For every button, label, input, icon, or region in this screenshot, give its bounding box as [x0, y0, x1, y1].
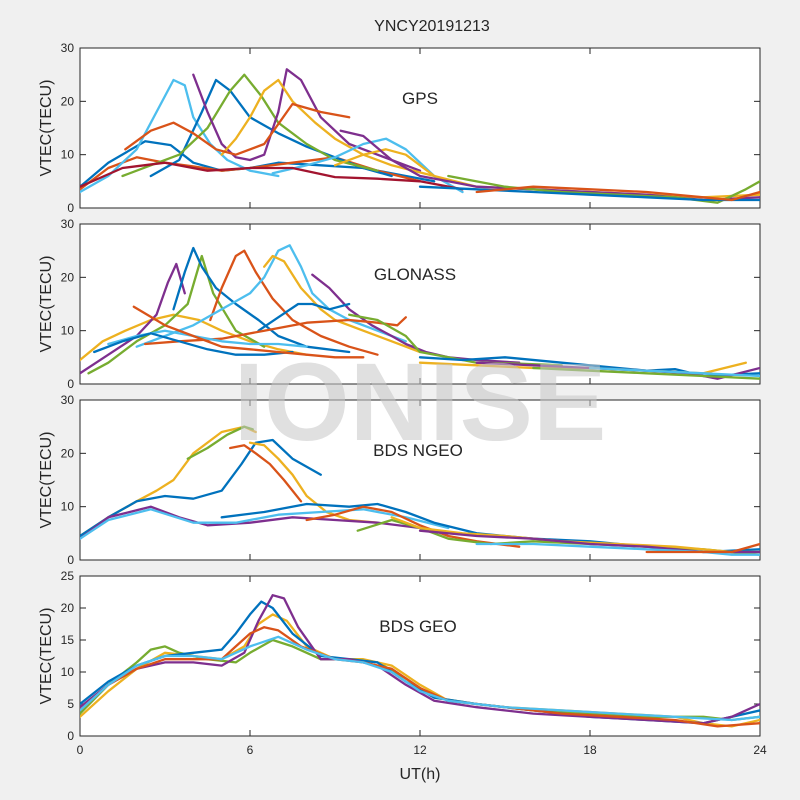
- y-tick-label: 10: [61, 500, 75, 514]
- series-line: [532, 366, 760, 380]
- x-tick-label: 24: [753, 743, 767, 757]
- series-line: [311, 273, 521, 364]
- y-tick-label: 5: [67, 697, 74, 711]
- chart-panels: 0 10 20 30 GPS VTEC(TECU) 0 10 20 30 GLONASS VTEC(T…: [38, 41, 767, 757]
- series-line: [229, 444, 303, 503]
- series-line: [80, 78, 280, 194]
- series-line: [80, 635, 760, 722]
- x-axis-label: UT(h): [400, 766, 441, 783]
- y-tick-label: 20: [61, 601, 75, 615]
- series-line: [80, 313, 308, 362]
- series-group: [80, 425, 760, 556]
- series-group: [80, 68, 760, 204]
- series-line: [80, 505, 422, 540]
- y-tick-label: 0: [67, 553, 74, 567]
- y-tick-label: 30: [61, 393, 75, 407]
- series-line: [588, 366, 760, 378]
- series-line: [192, 68, 422, 172]
- series-line: [80, 262, 186, 375]
- y-tick-label: 0: [67, 729, 74, 743]
- figure-title: YNCY20191213: [374, 18, 490, 35]
- y-axis-label: VTEC(TECU): [38, 432, 55, 529]
- y-tick-label: 30: [61, 217, 75, 231]
- series-line: [80, 594, 760, 725]
- panel-bds-ngeo: 0 10 20 30 BDS NGEO VTEC(TECU): [38, 393, 761, 567]
- series-line: [475, 542, 760, 556]
- series-line: [172, 246, 351, 354]
- panel-label: BDS NGEO: [373, 441, 463, 460]
- x-tick-label: 0: [77, 743, 84, 757]
- series-line: [80, 508, 450, 540]
- series-line: [186, 425, 254, 460]
- series-line: [248, 441, 379, 524]
- series-line: [209, 249, 379, 356]
- series-line: [305, 505, 521, 548]
- y-tick-label: 20: [61, 94, 75, 108]
- series-line: [80, 438, 322, 538]
- y-tick-label: 10: [61, 148, 75, 162]
- panel-label: BDS GEO: [379, 617, 456, 636]
- series-line: [124, 102, 351, 156]
- x-tick-label: 18: [583, 743, 597, 757]
- plot-area: [79, 399, 761, 561]
- y-axis-label: VTEC(TECU): [38, 80, 55, 177]
- series-line: [135, 244, 407, 348]
- series-group: [80, 244, 760, 380]
- series-line: [80, 161, 464, 191]
- series-group: [80, 594, 760, 728]
- panel-bds-geo: 0 5 10 15 20 25 0 6 12 18 24 BDS GEO VTEC(TECU): [38, 569, 767, 757]
- y-tick-label: 0: [67, 377, 74, 391]
- x-tick-label: 12: [413, 743, 427, 757]
- panel-glonass: 0 10 20 30 GLONASS VTEC(TECU): [38, 217, 761, 391]
- series-line: [475, 185, 760, 202]
- series-line: [257, 302, 351, 332]
- y-tick-label: 10: [61, 665, 75, 679]
- panel-label: GPS: [402, 89, 438, 108]
- series-line: [220, 78, 436, 178]
- series-line: [144, 316, 407, 346]
- panel-label: GLONASS: [374, 265, 456, 284]
- panel-gps: 0 10 20 30 GPS VTEC(TECU): [38, 41, 761, 215]
- series-line: [263, 254, 422, 354]
- x-tick-label: 6: [247, 743, 254, 757]
- watermark: IONISE: [234, 341, 607, 464]
- series-line: [121, 73, 379, 178]
- y-axis-label: VTEC(TECU): [38, 608, 55, 705]
- y-tick-label: 25: [61, 569, 75, 583]
- y-tick-label: 15: [61, 633, 75, 647]
- y-tick-label: 20: [61, 446, 75, 460]
- series-line: [418, 185, 760, 202]
- series-line: [645, 542, 760, 554]
- series-line: [87, 254, 266, 375]
- y-tick-label: 30: [61, 41, 75, 55]
- series-line: [93, 332, 294, 356]
- y-axis-label: VTEC(TECU): [38, 256, 55, 353]
- y-tick-label: 10: [61, 324, 75, 338]
- y-tick-label: 0: [67, 201, 74, 215]
- series-line: [132, 305, 365, 359]
- series-line: [356, 518, 760, 556]
- y-tick-label: 20: [61, 270, 75, 284]
